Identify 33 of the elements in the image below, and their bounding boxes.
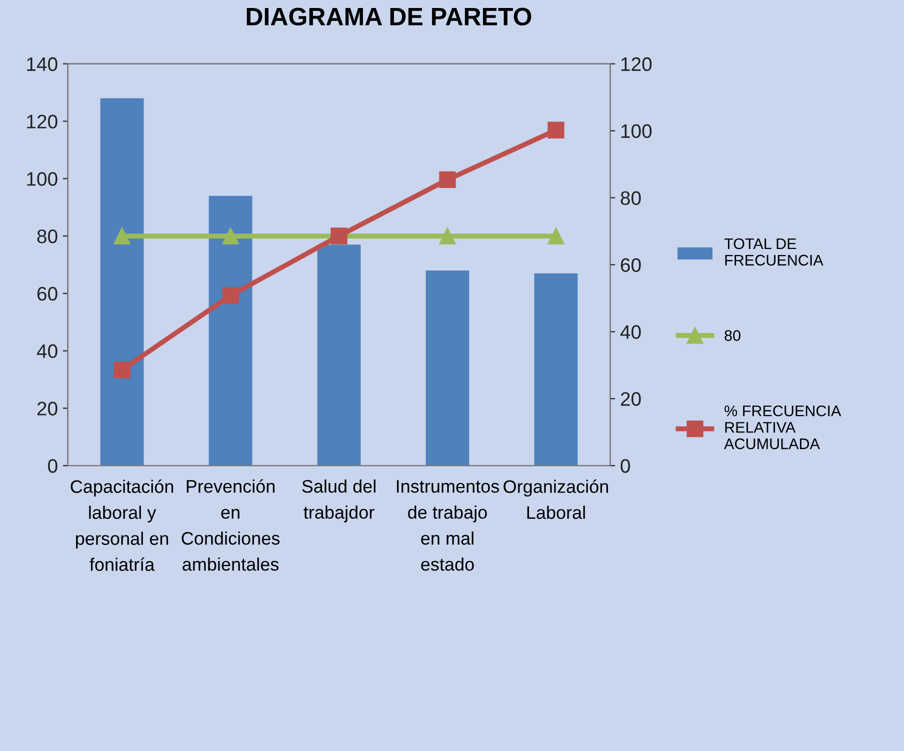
y2-tick-label: 40 (620, 325, 641, 339)
x-tick-label: Prevención en Condiciones ambientales (182, 479, 280, 571)
bar (426, 270, 470, 466)
y-tick-label: 60 (37, 286, 58, 301)
x-tick-label: Organización Laboral (504, 480, 608, 519)
y2-tick-label: 60 (620, 258, 641, 272)
chart-title: DIAGRAMA DE PARETO (246, 8, 532, 26)
y-tick-label: 140 (27, 57, 58, 72)
y-tick-label: 40 (36, 344, 58, 358)
point (222, 287, 239, 304)
y-tick-label: 120 (27, 114, 58, 128)
legend-label: TOTAL DE FRECUENCIA (724, 238, 824, 266)
point (439, 171, 456, 188)
point (548, 122, 564, 138)
legend-label: 80 (724, 330, 740, 341)
legend-label: % FRECUENCIA RELATIVA ACUMULADA (724, 405, 842, 450)
bar (317, 244, 361, 466)
y-tick-label: 20 (37, 402, 58, 416)
y2-tick-label: 120 (621, 57, 652, 72)
bar (534, 273, 578, 466)
point (114, 362, 130, 378)
bar (100, 98, 144, 466)
y2-tick-label: 0 (620, 459, 630, 473)
y-tick-label: 100 (27, 172, 58, 186)
y2-tick-label: 20 (620, 392, 641, 406)
x-tick-label: Instrumentos de trabajo en mal estado (396, 480, 500, 571)
y2-tick-label: 80 (620, 191, 641, 205)
y-tick-label: 0 (48, 459, 58, 473)
y2-tick-label: 100 (621, 124, 652, 138)
x-tick-label: Salud del trabajdor (302, 480, 376, 522)
x-tick-label: Capacitación laboral y personal en foniatría (70, 480, 174, 571)
bar (208, 196, 252, 466)
y-tick-label: 80 (37, 229, 58, 244)
